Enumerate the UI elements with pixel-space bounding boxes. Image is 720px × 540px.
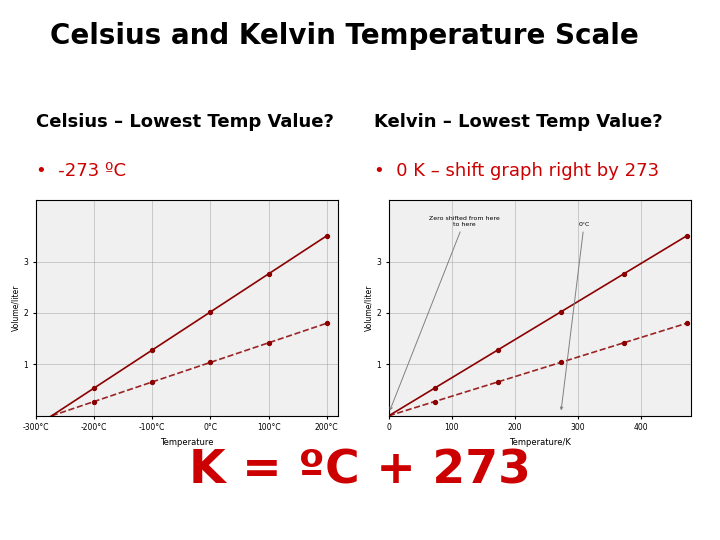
Point (555, 308, 567, 316)
Text: Celsius – Lowest Temp Value?: Celsius – Lowest Temp Value? (36, 113, 334, 131)
Text: Kelvin – Lowest Temp Value?: Kelvin – Lowest Temp Value? (374, 113, 663, 131)
Point (204, 358, 216, 367)
Point (429, 397, 441, 406)
Point (681, 319, 693, 328)
Point (429, 384, 441, 393)
Point (263, 269, 274, 278)
Point (555, 358, 567, 367)
Point (204, 308, 216, 316)
Point (618, 339, 629, 347)
Point (492, 346, 503, 354)
Text: •  -273 ºC: • -273 ºC (36, 162, 126, 180)
Text: 0°C: 0°C (560, 221, 590, 409)
X-axis label: Temperature: Temperature (161, 438, 214, 447)
Point (89, 384, 100, 393)
Point (321, 319, 333, 328)
Text: Celsius and Kelvin Temperature Scale: Celsius and Kelvin Temperature Scale (50, 22, 639, 50)
Point (681, 232, 693, 240)
Text: •  0 K – shift graph right by 273: • 0 K – shift graph right by 273 (374, 162, 660, 180)
Point (263, 339, 274, 347)
Point (147, 377, 158, 386)
Point (618, 269, 629, 278)
Text: Zero shifted from here
to here: Zero shifted from here to here (390, 215, 500, 410)
Point (321, 232, 333, 240)
Text: K = ºC + 273: K = ºC + 273 (189, 448, 531, 493)
Point (147, 346, 158, 354)
X-axis label: Temperature/K: Temperature/K (509, 438, 571, 447)
Y-axis label: Volume/liter: Volume/liter (364, 285, 374, 331)
Y-axis label: Volume/liter: Volume/liter (12, 285, 21, 331)
Point (492, 377, 503, 386)
Point (89, 397, 100, 406)
